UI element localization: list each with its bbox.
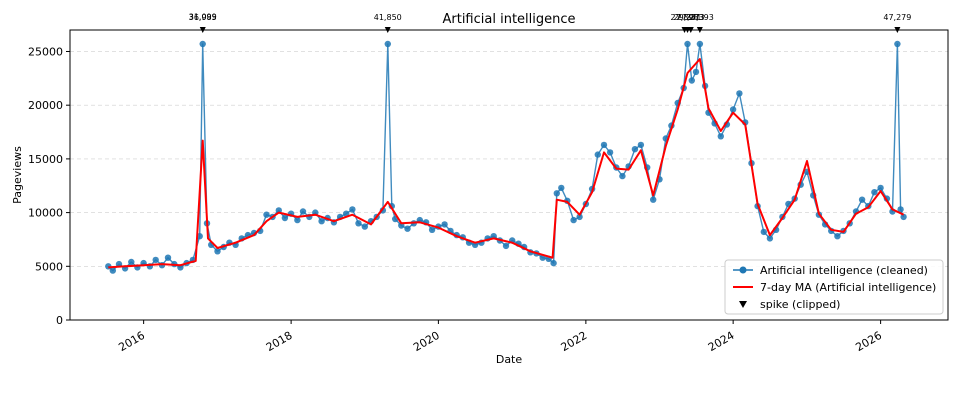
legend-item-cleaned: Artificial intelligence (cleaned) bbox=[760, 264, 928, 277]
spike-label: 27,273 bbox=[677, 13, 705, 22]
data-point bbox=[637, 141, 645, 149]
legend-box bbox=[724, 259, 944, 315]
data-point bbox=[631, 146, 639, 153]
y-tick-label: 5000 bbox=[35, 260, 63, 273]
legend-cleaned-marker bbox=[739, 266, 747, 274]
data-point bbox=[553, 190, 560, 197]
data-point bbox=[318, 218, 325, 225]
data-point bbox=[576, 213, 583, 221]
data-point bbox=[550, 259, 557, 267]
data-point bbox=[361, 223, 368, 230]
spike-label: 47,279 bbox=[883, 13, 911, 22]
spike-label: 41,850 bbox=[374, 13, 402, 22]
data-point bbox=[717, 133, 724, 140]
y-axis: 0 5000 10000 15000 20000 25000 bbox=[28, 45, 70, 327]
y-tick-label: 25000 bbox=[28, 45, 63, 58]
plot-frame bbox=[69, 29, 949, 321]
y-axis-label: Pageviews bbox=[11, 146, 24, 204]
legend-item-spike: spike (clipped) bbox=[760, 298, 840, 311]
data-point bbox=[894, 40, 901, 48]
y-tick-label: 10000 bbox=[28, 207, 63, 220]
data-point bbox=[428, 226, 436, 233]
data-point bbox=[684, 40, 691, 48]
data-point bbox=[688, 77, 695, 84]
x-axis-label: Date bbox=[496, 353, 523, 366]
y-tick-label: 0 bbox=[56, 314, 63, 327]
data-point bbox=[594, 151, 601, 158]
spike-label: 28,393 bbox=[686, 13, 714, 22]
data-point bbox=[214, 248, 221, 255]
legend-spike-marker bbox=[739, 301, 747, 308]
data-point bbox=[766, 235, 774, 242]
series-line-ma bbox=[108, 58, 905, 269]
spike-label: 31,099 bbox=[189, 12, 217, 21]
y-tick-label: 20000 bbox=[28, 99, 63, 112]
data-point bbox=[736, 90, 743, 97]
data-point bbox=[650, 196, 657, 203]
data-point bbox=[696, 40, 704, 48]
data-point bbox=[299, 208, 307, 215]
spike-label: 29,371 bbox=[674, 13, 702, 22]
data-point bbox=[877, 184, 884, 192]
data-point bbox=[692, 68, 700, 76]
legend-item-ma: 7-day MA (Artificial intelligence) bbox=[760, 281, 936, 294]
y-tick-label: 15000 bbox=[28, 153, 63, 166]
data-point bbox=[355, 220, 362, 227]
data-point bbox=[600, 141, 608, 149]
data-point bbox=[281, 214, 289, 222]
chart-title: Artificial intelligence bbox=[442, 12, 575, 27]
data-point bbox=[294, 216, 301, 224]
data-point bbox=[109, 267, 117, 274]
legend: Artificial intelligence (cleaned) 7-day … bbox=[724, 259, 944, 315]
spike-label: 27,898 bbox=[671, 13, 699, 22]
data-point bbox=[152, 256, 159, 264]
data-point bbox=[606, 149, 614, 156]
data-point bbox=[897, 206, 904, 213]
data-point bbox=[858, 196, 866, 203]
data-point bbox=[349, 206, 356, 213]
data-point bbox=[384, 40, 391, 48]
data-point bbox=[729, 106, 737, 113]
series-layer bbox=[105, 40, 907, 274]
data-point bbox=[558, 184, 565, 192]
data-point bbox=[441, 221, 448, 228]
data-point bbox=[834, 233, 841, 240]
data-point bbox=[619, 172, 626, 180]
data-point bbox=[404, 225, 411, 232]
data-point bbox=[164, 254, 172, 261]
data-point bbox=[570, 216, 577, 224]
data-point bbox=[263, 211, 270, 218]
data-point bbox=[502, 242, 510, 250]
data-point bbox=[900, 213, 907, 221]
data-point bbox=[128, 258, 135, 266]
spike-label: 36,985 bbox=[189, 13, 217, 22]
data-point bbox=[760, 228, 767, 236]
data-point bbox=[871, 189, 878, 196]
data-point bbox=[199, 40, 206, 48]
